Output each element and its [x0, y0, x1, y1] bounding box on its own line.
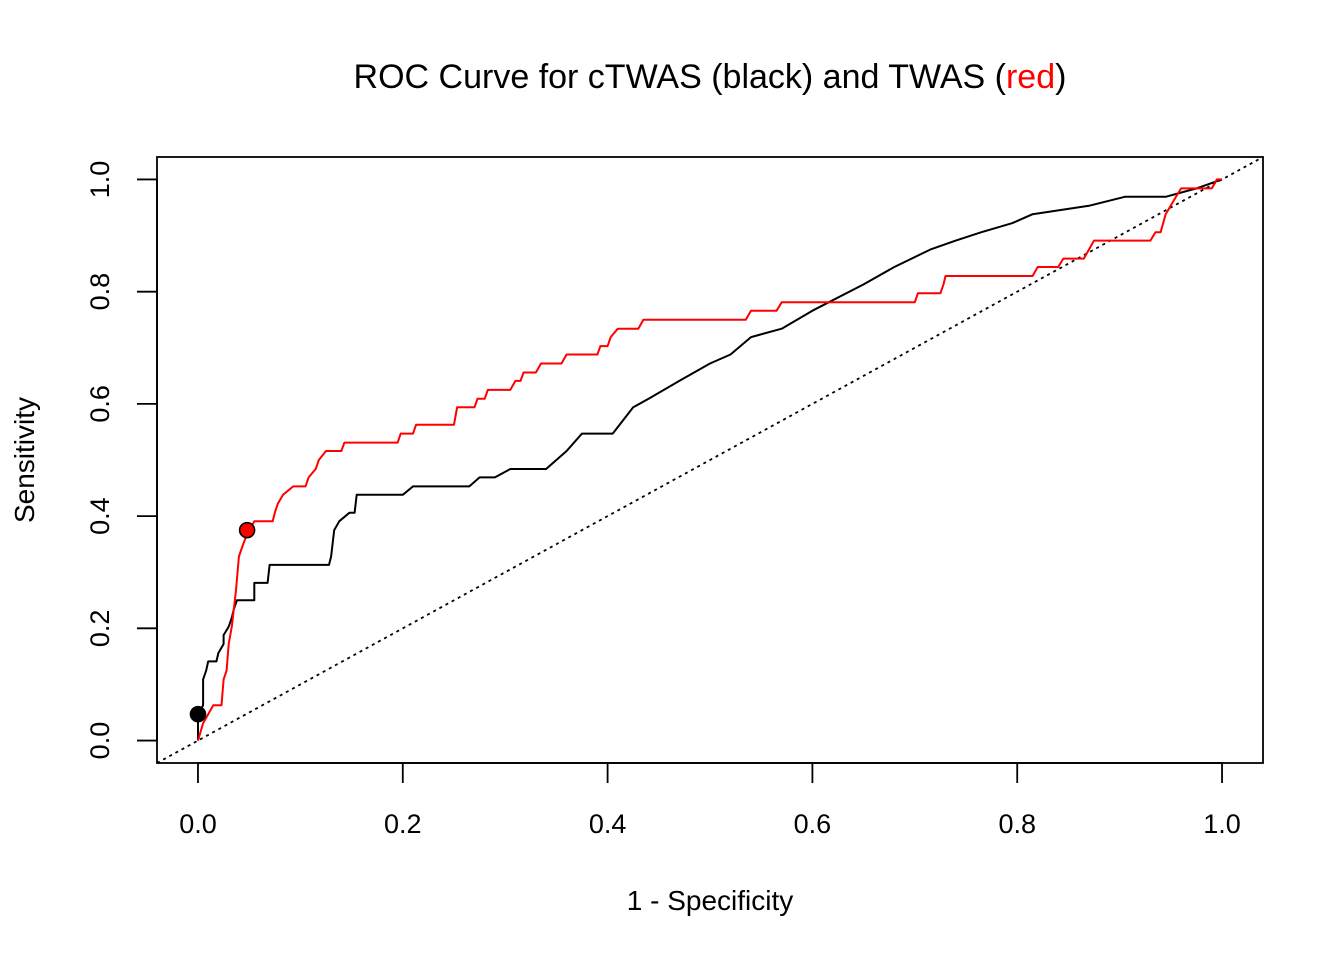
x-tick-label: 0.4 [589, 809, 627, 839]
y-tick-label: 0.6 [85, 385, 115, 423]
ctwas-roc-line [197, 178, 1223, 741]
chart-title-highlight: red [1006, 58, 1055, 96]
series-layer [156, 156, 1264, 764]
y-tick-label: 0.8 [85, 273, 115, 311]
y-tick-label: 0.2 [85, 610, 115, 648]
x-tick-label: 0.6 [794, 809, 832, 839]
reference-diagonal-line [156, 156, 1264, 764]
x-tick-label: 1.0 [1203, 809, 1241, 839]
y-tick-label: 0.4 [85, 497, 115, 535]
y-tick-label: 1.0 [85, 161, 115, 199]
chart-title-prefix: ROC Curve for cTWAS (black) and TWAS ( [354, 58, 1007, 96]
chart-title-suffix: ) [1055, 58, 1066, 96]
x-tick-label: 0.2 [384, 809, 422, 839]
x-axis-label: 1 - Specificity [627, 885, 794, 916]
ctwas-threshold-point [189, 705, 207, 723]
y-axis-label: Sensitivity [9, 397, 40, 523]
x-tick-label: 0.8 [998, 809, 1036, 839]
y-tick-label: 0.0 [85, 722, 115, 760]
x-axis: 0.0 0.2 0.4 0.6 0.8 1.0 [179, 762, 1241, 839]
chart-title: ROC Curve for cTWAS (black) and TWAS (re… [354, 58, 1067, 96]
y-axis: 0.0 0.2 0.4 0.6 0.8 1.0 [85, 161, 158, 760]
twas-roc-line [197, 178, 1222, 741]
x-tick-label: 0.0 [179, 809, 217, 839]
twas-threshold-point [238, 521, 256, 539]
